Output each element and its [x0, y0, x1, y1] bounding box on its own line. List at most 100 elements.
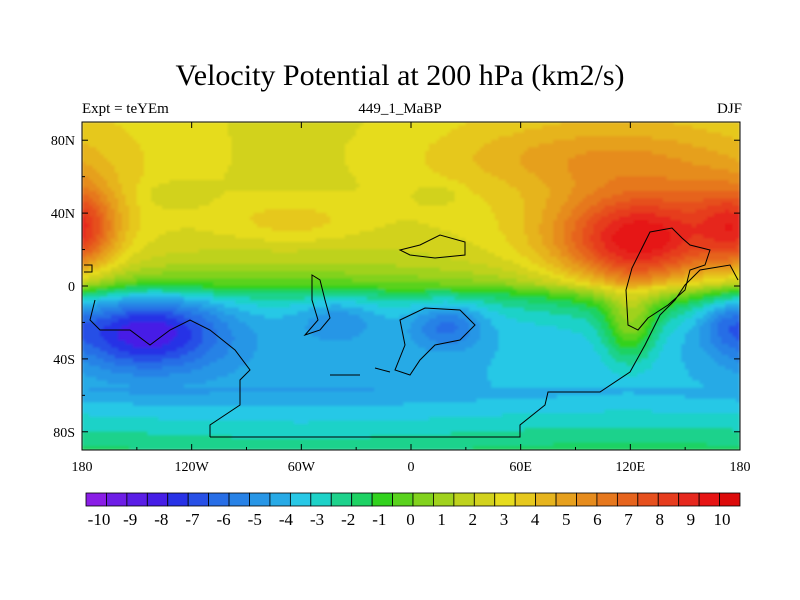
field-cell [319, 220, 324, 225]
field-cell [388, 216, 394, 221]
field-cell [714, 154, 719, 159]
field-cell [385, 220, 390, 225]
field-cell [725, 183, 730, 188]
field-cell [140, 205, 145, 210]
field-cell [520, 220, 525, 225]
field-cell [198, 132, 203, 137]
field-cell [542, 183, 547, 188]
field-cell [454, 190, 459, 196]
field-cell [322, 158, 328, 163]
field-cell [377, 158, 383, 163]
field-cell [205, 136, 211, 141]
field-cell [414, 205, 419, 210]
field-cell [96, 136, 101, 141]
field-cell [92, 220, 97, 225]
field-cell [184, 154, 189, 159]
field-cell [396, 216, 401, 221]
field-cell [377, 194, 383, 199]
field-cell [637, 187, 642, 192]
field-cell [553, 132, 558, 137]
field-cell [352, 220, 357, 225]
field-cell [655, 128, 660, 134]
field-cell [728, 132, 733, 137]
field-cell [264, 183, 269, 188]
field-cell [195, 143, 200, 148]
field-cell [736, 169, 740, 174]
field-cell [593, 180, 598, 185]
field-cell [224, 154, 229, 159]
field-cell [436, 161, 441, 167]
field-cell [619, 169, 624, 174]
field-cell [388, 154, 394, 159]
field-cell [531, 158, 536, 163]
field-cell [520, 139, 525, 145]
field-cell [107, 187, 112, 192]
field-cell [586, 161, 591, 167]
field-cell [312, 158, 317, 163]
field-cell [571, 161, 576, 167]
field-cell [162, 187, 167, 192]
field-cell [268, 187, 273, 192]
field-cell [143, 122, 149, 126]
field-cell [487, 139, 492, 145]
field-cell [421, 198, 426, 203]
field-cell [399, 125, 404, 130]
field-cell [235, 201, 240, 207]
field-cell [396, 176, 401, 181]
field-cell [410, 128, 415, 134]
field-cell [491, 172, 496, 177]
field-cell [370, 194, 375, 199]
field-cell [677, 201, 682, 207]
field-cell [659, 161, 664, 167]
field-cell [593, 201, 598, 207]
field-cell [589, 169, 595, 174]
field-cell [191, 176, 196, 181]
field-cell [721, 216, 726, 221]
field-cell [421, 212, 426, 218]
field-cell [191, 180, 196, 185]
field-cell [706, 180, 712, 185]
field-cell [180, 216, 185, 221]
field-cell [191, 172, 196, 177]
field-cell [703, 187, 708, 192]
field-cell [604, 183, 609, 188]
field-cell [531, 194, 536, 199]
field-cell [403, 122, 408, 126]
field-cell [330, 132, 335, 137]
field-cell [655, 132, 660, 137]
field-cell [169, 165, 174, 170]
field-cell [651, 161, 657, 167]
field-cell [575, 143, 580, 148]
field-cell [655, 216, 660, 221]
field-cell [447, 158, 452, 163]
field-cell [151, 183, 156, 188]
field-cell [450, 136, 456, 141]
field-cell [472, 190, 478, 196]
field-cell [410, 139, 415, 145]
field-cell [608, 158, 613, 163]
field-cell [542, 194, 547, 199]
field-cell [202, 139, 207, 145]
field-cell [692, 122, 697, 126]
field-cell [191, 147, 196, 152]
field-cell [418, 176, 423, 181]
field-cell [279, 165, 284, 170]
field-cell [359, 205, 364, 210]
field-cell [337, 147, 342, 152]
field-cell [556, 172, 562, 177]
field-cell [246, 122, 251, 126]
field-cell [655, 209, 660, 214]
field-cell [216, 169, 222, 174]
field-cell [425, 169, 430, 174]
field-cell [447, 220, 452, 225]
field-cell [279, 132, 284, 137]
field-cell [85, 150, 90, 156]
field-cell [220, 172, 225, 177]
field-cell [414, 147, 419, 152]
field-cell [651, 132, 657, 137]
field-cell [216, 136, 222, 141]
field-cell [246, 198, 251, 203]
field-cell [447, 198, 452, 203]
field-cell [158, 139, 163, 145]
field-cell [209, 143, 214, 148]
